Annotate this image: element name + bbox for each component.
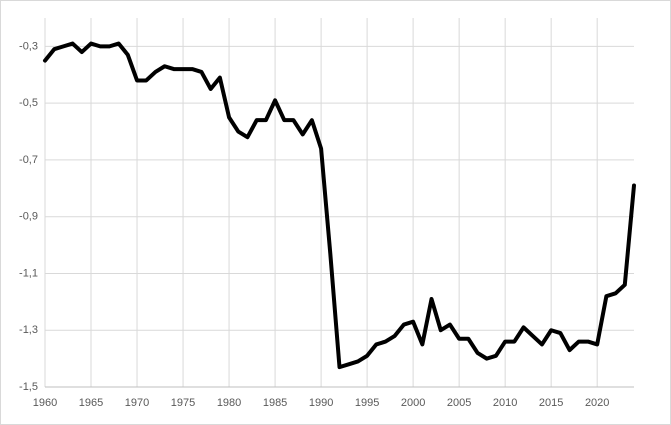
y-tick-label: -1,3 [19, 324, 38, 336]
x-tick-label: 2000 [401, 397, 425, 409]
y-tick-label: -0,3 [19, 40, 38, 52]
y-tick-label: -0,9 [19, 211, 38, 223]
x-tick-label: 1985 [263, 397, 287, 409]
x-tick-label: 1990 [309, 397, 333, 409]
x-tick-label: 2015 [539, 397, 563, 409]
x-tick-label: 1965 [79, 397, 103, 409]
y-tick-label: -1,5 [19, 381, 38, 393]
x-tick-label: 1980 [217, 397, 241, 409]
x-tick-label: 1975 [171, 397, 195, 409]
data-line [43, 41, 636, 370]
x-tick-label: 2005 [447, 397, 471, 409]
x-tick-label: 2010 [493, 397, 517, 409]
y-tick-label: -0,5 [19, 97, 38, 109]
y-tick-label: -0,7 [19, 154, 38, 166]
x-tick-label: 1970 [125, 397, 149, 409]
x-tick-label: 1995 [355, 397, 379, 409]
x-tick-label: 1960 [33, 397, 57, 409]
y-tick-label: -1,1 [19, 267, 38, 279]
x-tick-label: 2020 [585, 397, 609, 409]
